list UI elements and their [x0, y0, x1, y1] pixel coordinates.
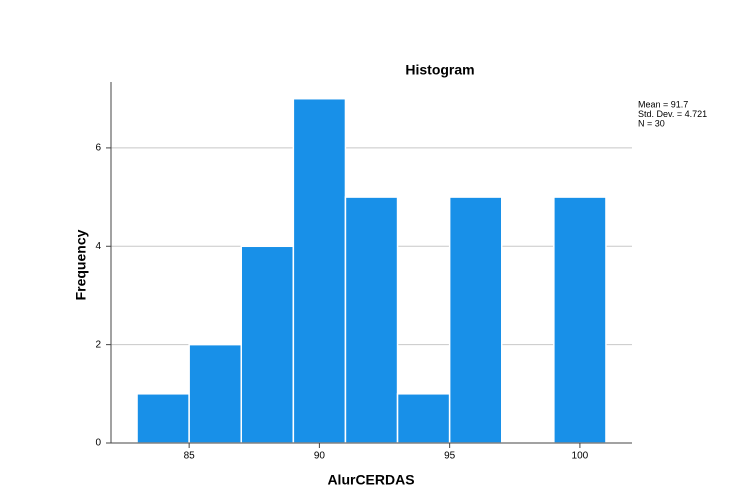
bar	[136, 393, 190, 444]
y-axis-label: Frequency	[73, 229, 89, 300]
x-tick-label: 100	[572, 451, 589, 462]
y-tick-label: 2	[95, 339, 101, 350]
y-tick-label: 0	[95, 438, 101, 449]
x-axis-label: AlurCERDAS	[327, 472, 414, 488]
stat-annotation: Std. Dev. = 4.721	[638, 109, 707, 119]
chart-title: Histogram	[405, 62, 474, 78]
x-tick-label: 85	[184, 451, 196, 462]
bar	[553, 196, 607, 444]
bar	[448, 196, 503, 444]
y-tick-label: 4	[95, 241, 101, 252]
y-tick-label: 6	[95, 143, 101, 154]
bar	[292, 97, 347, 444]
stat-annotation: N = 30	[638, 118, 665, 128]
x-tick-label: 95	[444, 451, 456, 462]
stat-annotation: Mean = 91.7	[638, 99, 688, 109]
bar	[188, 343, 242, 444]
bar	[396, 393, 451, 444]
bar	[344, 196, 399, 444]
bar	[240, 245, 295, 444]
x-tick-label: 90	[314, 451, 326, 462]
